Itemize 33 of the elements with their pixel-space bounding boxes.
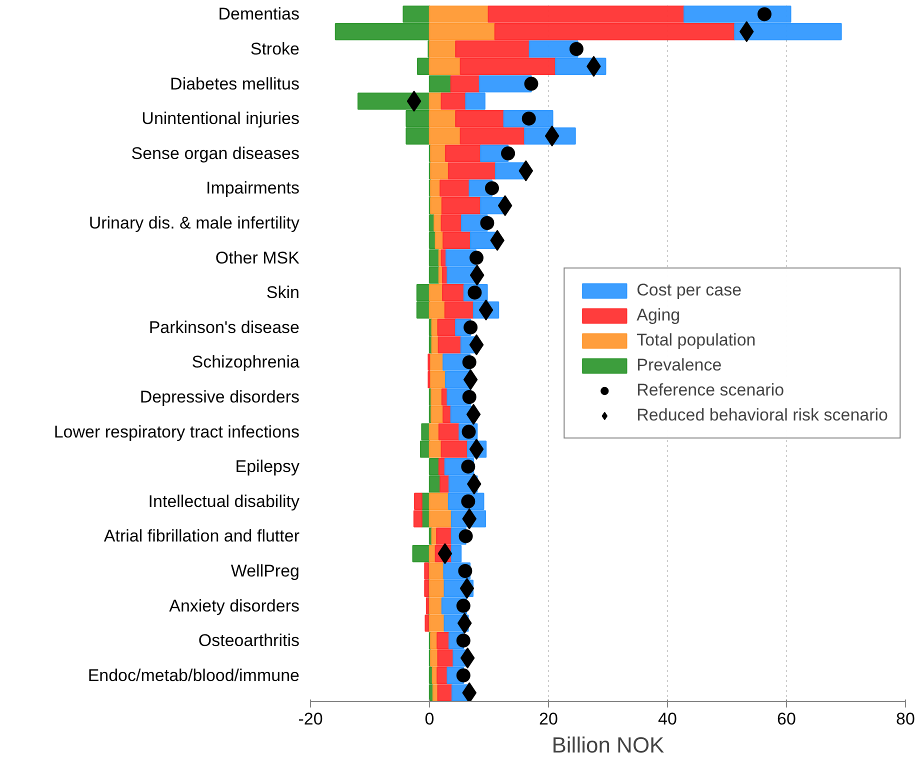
- legend-label: Prevalence: [636, 356, 722, 376]
- y-tick-label: Skin: [266, 283, 300, 302]
- legend-label: Aging: [636, 306, 680, 326]
- x-tick-label: 60: [777, 710, 796, 728]
- y-tick-label: Urinary dis. & male infertility: [88, 214, 300, 232]
- x-tick-label: 20: [539, 710, 558, 728]
- legend-label: Total population: [636, 330, 756, 350]
- y-tick-label: Endoc/metab/blood/immune: [88, 666, 300, 685]
- x-tick-label: 0: [424, 710, 434, 728]
- y-tick-label: Lower respiratory tract infections: [54, 422, 300, 442]
- y-tick-label: Anxiety disorders: [169, 596, 300, 616]
- y-tick-label: Sense organ diseases: [131, 144, 300, 163]
- legend-label: Reduced behavioral risk scenario: [636, 406, 888, 426]
- y-tick-label: Osteoarthritis: [198, 631, 300, 650]
- y-tick-label: Stroke: [250, 40, 300, 58]
- legend-label: Reference scenario: [636, 380, 784, 400]
- y-tick-label: Parkinson's disease: [148, 318, 300, 337]
- y-tick-label: Unintentional injuries: [142, 109, 300, 128]
- y-tick-label: Diabetes mellitus: [170, 74, 300, 94]
- y-tick-label: Epilepsy: [235, 457, 300, 476]
- y-tick-label: Impairments: [206, 178, 300, 198]
- y-tick-label: Depressive disorders: [140, 388, 300, 406]
- x-tick-label: -20: [298, 710, 323, 728]
- y-tick-label: Other MSK: [215, 248, 300, 268]
- y-tick-label: Intellectual disability: [148, 492, 300, 511]
- legend-label: Cost per case: [636, 280, 742, 300]
- y-tick-label: Schizophrenia: [192, 352, 300, 372]
- x-tick-label: 40: [658, 710, 677, 728]
- y-tick-label: Atrial fibrillation and flutter: [104, 526, 300, 546]
- y-tick-label: WellPreg: [230, 562, 300, 580]
- x-tick-label: 80: [896, 710, 915, 728]
- y-tick-label: Dementias: [218, 4, 300, 24]
- x-axis-title: Billion NOK: [552, 732, 665, 758]
